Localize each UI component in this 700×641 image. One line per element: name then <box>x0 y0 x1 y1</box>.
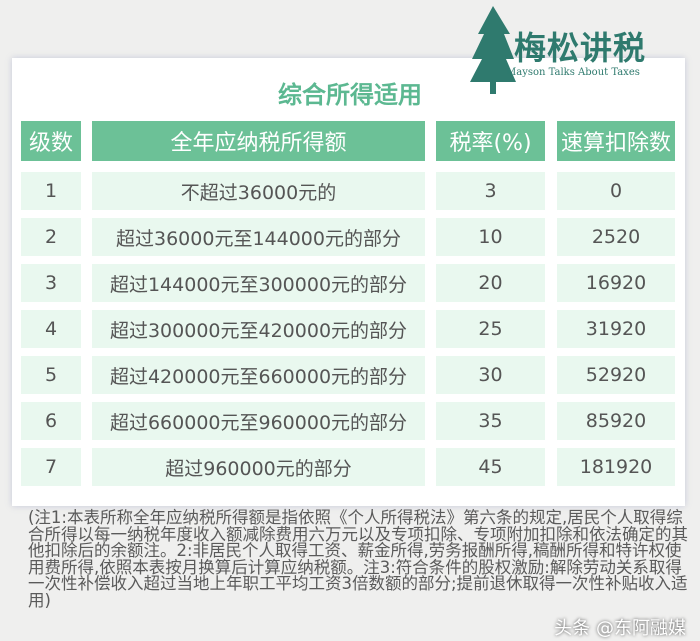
row-2-deduction: 2520 <box>557 218 675 256</box>
row-1-income: 不超过36000元的 <box>92 172 425 210</box>
row-6-level: 6 <box>21 402 81 440</box>
row-5-level: 5 <box>21 356 81 394</box>
row-1-rate: 3 <box>436 172 545 210</box>
row-7-income: 超过960000元的部分 <box>92 448 425 486</box>
row-4-deduction: 31920 <box>557 310 675 348</box>
row-6-rate: 35 <box>436 402 545 440</box>
header-income: 全年应纳税所得额 <box>92 121 425 161</box>
row-2-rate: 10 <box>436 218 545 256</box>
header-level: 级数 <box>21 121 81 161</box>
row-2-level: 2 <box>21 218 81 256</box>
footnotes: (注1:本表所称全年应纳税所得额是指依照《个人所得税法》第六条的规定,居民个人取… <box>28 508 688 610</box>
row-2-income: 超过36000元至144000元的部分 <box>92 218 425 256</box>
row-6-income: 超过660000元至960000元的部分 <box>92 402 425 440</box>
row-3-income: 超过144000元至300000元的部分 <box>92 264 425 302</box>
pine-tree-icon <box>470 6 516 94</box>
header-rate: 税率(%) <box>436 121 545 161</box>
row-7-deduction: 181920 <box>557 448 675 486</box>
row-4-income: 超过300000元至420000元的部分 <box>92 310 425 348</box>
logo-name: 梅松讲税 <box>514 29 647 67</box>
row-5-rate: 30 <box>436 356 545 394</box>
row-5-income: 超过420000元至660000元的部分 <box>92 356 425 394</box>
row-3-rate: 20 <box>436 264 545 302</box>
row-5-deduction: 52920 <box>557 356 675 394</box>
logo-subtitle: Mayson Talks About Taxes <box>506 67 640 78</box>
row-4-rate: 25 <box>436 310 545 348</box>
row-3-deduction: 16920 <box>557 264 675 302</box>
row-7-level: 7 <box>21 448 81 486</box>
row-7-rate: 45 <box>436 448 545 486</box>
watermark: 头条 @东阿融媒 <box>554 618 686 639</box>
row-4-level: 4 <box>21 310 81 348</box>
row-1-deduction: 0 <box>557 172 675 210</box>
header-deduction: 速算扣除数 <box>557 121 675 161</box>
row-3-level: 3 <box>21 264 81 302</box>
table-title: 综合所得适用 <box>278 81 422 109</box>
row-6-deduction: 85920 <box>557 402 675 440</box>
row-1-level: 1 <box>21 172 81 210</box>
